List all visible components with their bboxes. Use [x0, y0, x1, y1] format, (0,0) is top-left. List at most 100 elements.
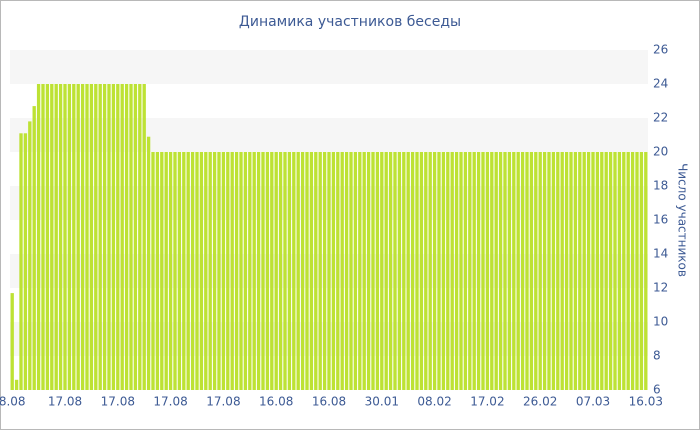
bar: [10, 293, 14, 390]
bar: [490, 152, 494, 390]
bar: [380, 152, 384, 390]
bar: [432, 152, 437, 390]
bar: [124, 84, 129, 390]
bar: [23, 133, 28, 391]
bar: [314, 152, 318, 390]
bar: [155, 152, 160, 390]
bar: [120, 84, 124, 390]
bar: [116, 84, 120, 390]
bar: [424, 152, 428, 390]
bar: [182, 152, 186, 390]
bar: [538, 152, 542, 390]
x-tick-label: 08.02: [417, 395, 451, 409]
bar: [177, 152, 182, 390]
bar: [472, 152, 476, 390]
y-tick-label: 20: [653, 145, 668, 159]
bar: [604, 152, 608, 390]
y-tick-label: 8: [653, 349, 661, 363]
bar: [133, 84, 138, 390]
y-tick-label: 14: [653, 247, 668, 261]
bar: [195, 152, 199, 390]
bar: [437, 152, 441, 390]
bar: [569, 152, 573, 390]
y-tick-label: 26: [653, 43, 668, 57]
bar: [366, 152, 371, 390]
bar: [300, 152, 305, 390]
bar: [243, 152, 248, 390]
y-tick-label: 12: [653, 281, 668, 295]
bar: [512, 152, 516, 390]
x-tick-label: 17.08: [48, 395, 82, 409]
bar: [94, 84, 98, 390]
bar: [278, 152, 283, 390]
bar: [441, 152, 446, 390]
x-tick-label: 8.08: [0, 395, 26, 409]
bar: [261, 152, 265, 390]
bar: [296, 152, 300, 390]
x-tick-label: 17.08: [101, 395, 135, 409]
bar: [63, 84, 67, 390]
bar: [608, 152, 613, 390]
bar: [494, 152, 498, 390]
x-tick-label: 07.03: [576, 395, 610, 409]
y-tick-label: 6: [653, 383, 661, 397]
bar: [305, 152, 309, 390]
y-axis-label: Число участников: [676, 163, 690, 277]
bar: [164, 152, 168, 390]
bar: [582, 152, 586, 390]
bar: [208, 152, 212, 390]
bar: [173, 152, 177, 390]
bar: [547, 152, 551, 390]
bar: [591, 152, 595, 390]
bar: [644, 152, 648, 390]
grid-band: [10, 50, 648, 84]
bar: [36, 84, 41, 390]
bar: [481, 152, 485, 390]
y-tick-label: 10: [653, 315, 668, 329]
x-tick-label: 16.08: [259, 395, 293, 409]
bar: [274, 152, 278, 390]
bar: [617, 152, 622, 390]
bar: [595, 152, 600, 390]
x-tick-label: 26.02: [523, 395, 557, 409]
bar: [292, 152, 296, 390]
bar: [160, 152, 164, 390]
bar: [146, 136, 151, 390]
bar: [468, 152, 472, 390]
bar: [19, 133, 23, 391]
bar: [32, 106, 36, 390]
bar: [186, 152, 190, 390]
bar: [393, 152, 397, 390]
bar: [388, 152, 393, 390]
bar: [415, 152, 419, 390]
bar: [639, 152, 644, 390]
bar: [485, 152, 490, 390]
x-tick-label: 16.03: [629, 395, 663, 409]
bar: [287, 152, 292, 390]
bar: [256, 152, 261, 390]
bar: [331, 152, 336, 390]
bar: [199, 152, 204, 390]
bar: [397, 152, 402, 390]
bar: [450, 152, 454, 390]
bar: [248, 152, 252, 390]
bar: [613, 152, 617, 390]
bar: [270, 152, 274, 390]
bar: [375, 152, 380, 390]
bar: [476, 152, 481, 390]
bar: [349, 152, 353, 390]
bar: [98, 84, 102, 390]
bar: [80, 84, 85, 390]
bar: [212, 152, 217, 390]
bar: [45, 84, 50, 390]
bar: [573, 152, 578, 390]
bar: [622, 152, 626, 390]
y-tick-label: 16: [653, 213, 668, 227]
bar: [221, 152, 226, 390]
bar: [50, 84, 54, 390]
bar: [529, 152, 534, 390]
bar: [239, 152, 243, 390]
bar: [102, 84, 107, 390]
bar: [358, 152, 362, 390]
bar: [168, 152, 173, 390]
